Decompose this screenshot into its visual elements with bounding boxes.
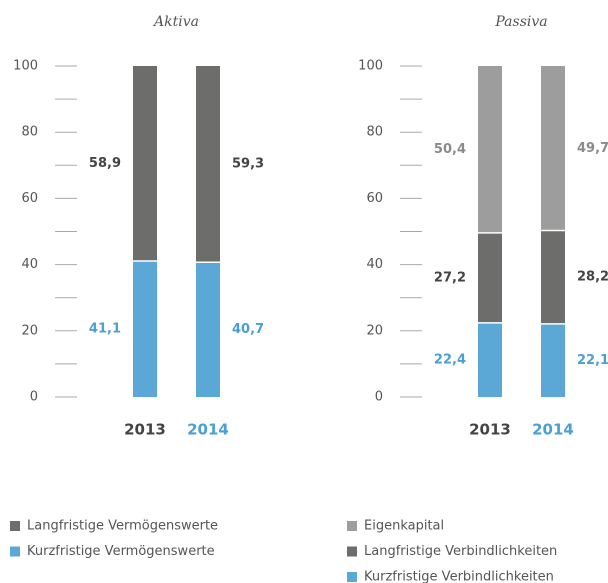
y-tick-label: 60 — [366, 191, 383, 206]
value-label: 28,2 — [577, 270, 608, 285]
legend-swatch — [10, 546, 20, 557]
x-tick-label: 2013 — [469, 421, 511, 439]
bar-segment — [196, 262, 220, 397]
value-label: 27,2 — [434, 270, 466, 285]
legend-swatch — [347, 521, 357, 531]
value-label: 40,7 — [232, 322, 264, 337]
value-label: 59,3 — [232, 157, 264, 172]
y-tick-label: 100 — [13, 59, 38, 74]
y-tick-label: 20 — [21, 323, 38, 338]
bar-segment — [541, 323, 565, 397]
legend-swatch — [347, 572, 357, 582]
value-label: 22,4 — [434, 352, 466, 367]
value-label: 22,1 — [577, 353, 608, 368]
x-tick-label: 2013 — [124, 421, 166, 439]
legend-swatch — [10, 521, 20, 531]
legend-label: Langfristige Verbindlichkeiten — [364, 544, 557, 559]
y-tick-label: 40 — [21, 257, 38, 272]
x-tick-label: 2014 — [187, 421, 229, 439]
y-tick-label: 20 — [366, 323, 383, 338]
chart-title: Aktiva — [152, 14, 199, 30]
bar-segment — [133, 260, 157, 397]
bar-segment — [478, 66, 502, 233]
x-tick-label: 2014 — [532, 421, 574, 439]
legend-label: Langfristige Vermögenswerte — [27, 519, 218, 534]
legend-label: Kurzfristige Vermögenswerte — [27, 544, 215, 559]
value-label: 49,7 — [577, 141, 608, 156]
legend-label: Eigenkapital — [364, 519, 444, 534]
bar-segment — [541, 230, 565, 324]
y-tick-label: 60 — [21, 191, 38, 206]
y-tick-label: 0 — [375, 390, 383, 405]
y-tick-label: 80 — [21, 125, 38, 140]
legend-swatch — [347, 546, 357, 557]
bar-segment — [196, 66, 220, 263]
y-tick-label: 80 — [366, 125, 383, 140]
bar-segment — [478, 232, 502, 323]
bar-segment — [541, 66, 565, 231]
y-tick-label: 40 — [366, 257, 383, 272]
value-label: 58,9 — [89, 156, 121, 171]
y-tick-label: 100 — [358, 59, 383, 74]
y-tick-label: 0 — [30, 390, 38, 405]
legend-label: Kurzfristige Verbindlichkeiten — [364, 570, 554, 583]
chart-title: Passiva — [494, 14, 547, 30]
value-label: 41,1 — [89, 321, 121, 336]
bar-segment — [133, 66, 157, 261]
bar-segment — [478, 322, 502, 397]
value-label: 50,4 — [434, 142, 466, 157]
